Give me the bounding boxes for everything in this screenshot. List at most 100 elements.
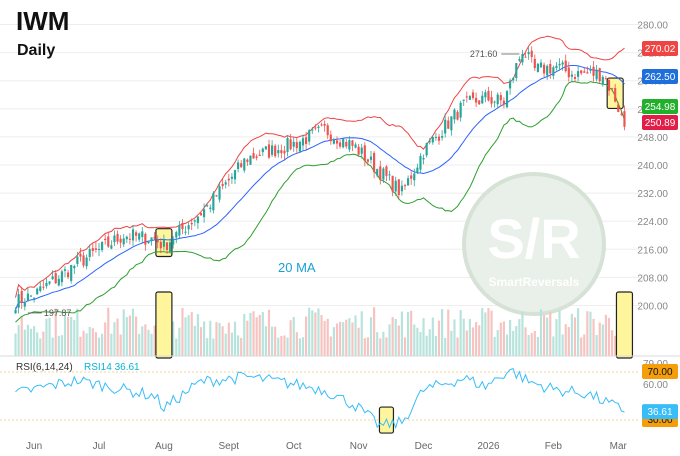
candle-body (428, 140, 431, 143)
candle (29, 295, 33, 298)
candle (79, 247, 82, 262)
candle (301, 134, 305, 151)
volume-bar (267, 309, 271, 356)
candle-body (536, 63, 539, 72)
rsi-last-value: 36.61 (647, 407, 672, 418)
volume-bar (601, 324, 604, 356)
volume-bar (530, 333, 533, 356)
volume-bar (261, 311, 264, 356)
price-tag-price: 250.89 (642, 115, 678, 130)
volume-bar (314, 312, 317, 356)
candle-body (70, 264, 73, 281)
candle-body (407, 178, 410, 186)
volume-bar (255, 317, 258, 356)
candle (623, 105, 626, 131)
candle (308, 128, 311, 146)
candle (351, 139, 354, 152)
volume-bar (70, 316, 73, 356)
rsi-last-bg (642, 404, 678, 420)
candle (57, 275, 60, 287)
price-tag-lower: 254.98 (642, 99, 678, 114)
candle-body (521, 53, 524, 63)
volume-bar (209, 320, 212, 356)
volume-bar (518, 319, 521, 356)
volume-bar (422, 318, 425, 356)
candle-body (515, 63, 518, 78)
volume-bar (444, 337, 447, 356)
candle-body (326, 125, 329, 136)
rsi-pane: 79.0060.0070.0030.0036.61RSI(6,14,24)RSI… (0, 359, 678, 434)
y-tick-label: 240.00 (637, 161, 668, 172)
candle-body (400, 185, 403, 192)
volume-bar (122, 309, 125, 356)
candle (478, 100, 481, 105)
volume-bar (468, 319, 471, 356)
candle-body (33, 297, 36, 299)
candle (193, 219, 196, 227)
candle-body (283, 150, 286, 154)
candle (190, 218, 193, 231)
rsi-level-value: 30.00 (647, 415, 672, 426)
candle-body (169, 242, 172, 253)
volume-bar (496, 330, 499, 356)
volume-bar (607, 317, 611, 356)
volume-bar (42, 331, 45, 356)
candle-body (493, 101, 496, 103)
candle (277, 144, 280, 158)
candle-body (567, 67, 570, 78)
volume-bar (271, 326, 274, 356)
volume-bar (76, 308, 79, 356)
candle (88, 244, 91, 262)
candle-body (552, 67, 555, 76)
candle-body (181, 223, 184, 229)
candle-body (323, 123, 326, 126)
volume-bar (595, 334, 598, 356)
candle (509, 78, 512, 95)
volume-bar (212, 338, 215, 356)
candle-body (595, 69, 598, 80)
volume-bar (54, 308, 57, 356)
candle-body (97, 248, 101, 250)
volume-bar (441, 309, 444, 356)
candle-body (128, 238, 131, 240)
candle (422, 154, 425, 165)
candle-body (623, 111, 626, 127)
candle (601, 74, 604, 87)
candle-body (475, 97, 478, 103)
candle (224, 179, 227, 189)
volume-bar (373, 307, 376, 356)
volume-bar (298, 338, 301, 356)
x-tick-label: Aug (155, 441, 173, 452)
candle-body (79, 253, 82, 257)
candle-body (453, 109, 456, 120)
candle-body (502, 100, 505, 105)
volume-bar (335, 323, 339, 356)
volume-bar (203, 321, 206, 356)
x-tick-label: Jul (93, 441, 106, 452)
candle (505, 90, 509, 109)
candle-body (583, 71, 586, 73)
volume-bar (230, 332, 233, 356)
candle-body (162, 239, 165, 247)
candle (564, 54, 567, 73)
candle (604, 75, 607, 80)
x-tick-label: Jun (26, 441, 42, 452)
volume-bar (175, 338, 178, 356)
rsi-y-tick: 60.00 (643, 380, 668, 391)
candle-body (317, 126, 320, 128)
volume-bar (252, 311, 255, 356)
candle (283, 145, 286, 160)
candle-body (82, 255, 85, 266)
volume-bar (85, 333, 88, 356)
candle (329, 130, 332, 145)
volume-bar (471, 327, 475, 356)
candle (530, 46, 533, 63)
x-tick-label: Mar (610, 441, 628, 452)
candle-body (546, 65, 549, 76)
candle-body (348, 140, 351, 150)
candle (573, 73, 577, 82)
volume-bar (536, 337, 539, 356)
volume-bar (524, 327, 527, 356)
candle (258, 149, 261, 157)
volume-bar (14, 333, 17, 356)
